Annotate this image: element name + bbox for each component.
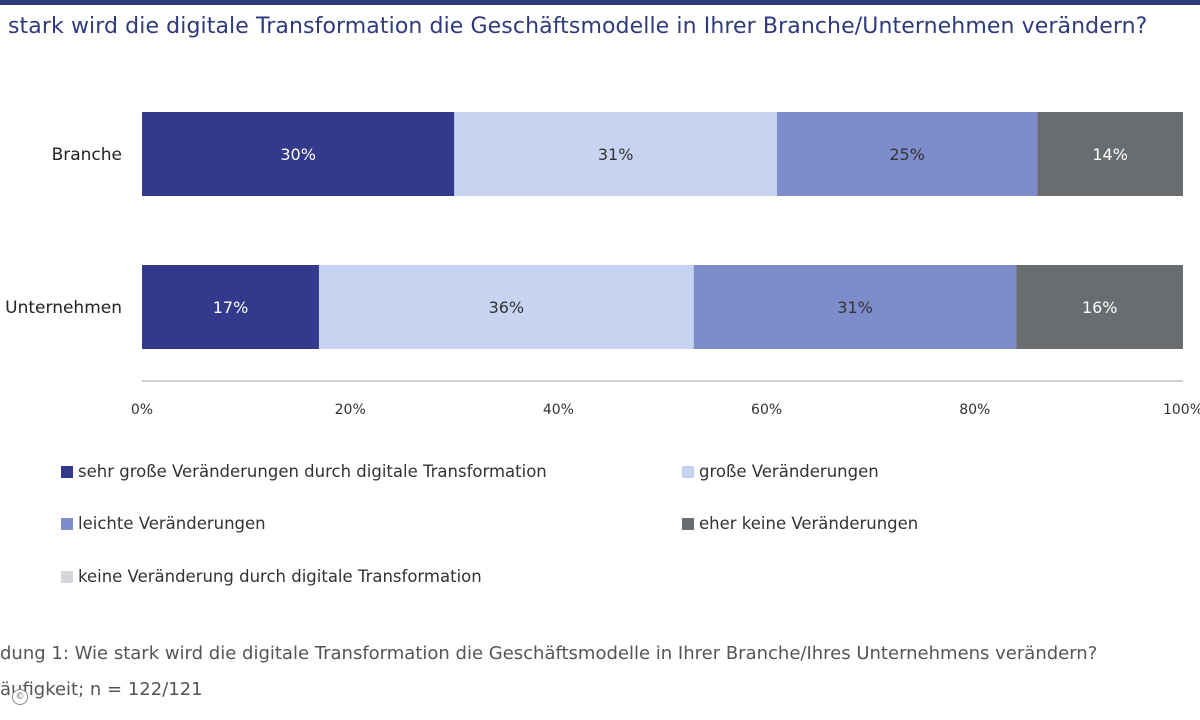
x-tick-label: 40% xyxy=(543,402,574,418)
x-tick-label: 20% xyxy=(335,402,366,418)
figure-caption-line1: dung 1: Wie stark wird die digitale Tran… xyxy=(0,643,1098,664)
bar-segment xyxy=(693,265,1017,349)
legend-label: sehr große Veränderungen durch digitale … xyxy=(78,462,547,481)
data-label: 16% xyxy=(1082,298,1118,317)
bar-segment xyxy=(318,265,694,349)
bar-segment xyxy=(454,112,778,196)
x-tick-label: 100% xyxy=(1163,402,1200,418)
data-label: 25% xyxy=(889,145,925,164)
data-label: 30% xyxy=(280,145,316,164)
legend-label: eher keine Veränderungen xyxy=(699,514,919,533)
legend-item: keine Veränderung durch digitale Transfo… xyxy=(61,567,482,586)
legend-swatch xyxy=(61,465,73,478)
legend-swatch xyxy=(61,517,73,530)
figure-caption-line2: äufigkeit; n = 122/121 xyxy=(0,679,203,700)
bar-segment xyxy=(142,112,455,196)
x-tick-label: 60% xyxy=(751,402,782,418)
legend-label: leichte Veränderungen xyxy=(78,514,266,533)
x-tick-label: 80% xyxy=(959,402,990,418)
chart-title: stark wird die digitale Transformation d… xyxy=(8,14,1148,39)
data-label: 14% xyxy=(1092,145,1128,164)
category-label: Unternehmen xyxy=(5,298,122,318)
data-label: 36% xyxy=(489,298,525,317)
data-label: 17% xyxy=(213,298,249,317)
data-label: 31% xyxy=(598,145,634,164)
bar-segment xyxy=(142,265,319,349)
legend-item: leichte Veränderungen xyxy=(61,514,266,533)
copyright-icon: © xyxy=(12,689,28,705)
legend-item: eher keine Veränderungen xyxy=(682,514,918,533)
legend-swatch xyxy=(682,517,694,530)
legend-label: große Veränderungen xyxy=(699,462,879,481)
legend-label: keine Veränderung durch digitale Transfo… xyxy=(78,567,482,586)
bar-segment xyxy=(1037,112,1183,196)
bar-segment xyxy=(777,112,1038,196)
top-rule xyxy=(0,0,1200,5)
category-label: Branche xyxy=(52,145,122,165)
legend-swatch xyxy=(61,570,73,583)
legend-item: große Veränderungen xyxy=(682,462,879,481)
legend-swatch xyxy=(682,465,694,478)
x-tick-label: 0% xyxy=(131,402,153,418)
legend-item: sehr große Veränderungen durch digitale … xyxy=(61,462,547,481)
stacked-bar-chart: Branche 30% 31% 25% 14% Unternehmen 17% 36% 31% 1… xyxy=(5,112,1200,418)
bar-segment xyxy=(1016,265,1183,349)
data-label: 31% xyxy=(837,298,873,317)
